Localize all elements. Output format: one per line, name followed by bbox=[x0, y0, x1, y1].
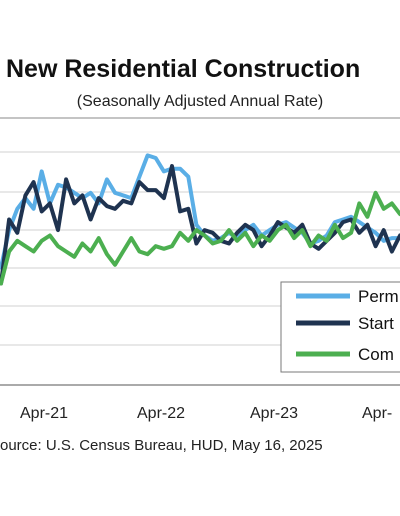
plot-frame bbox=[0, 117, 400, 386]
legend-label: Perm bbox=[358, 287, 399, 306]
chart-title: New Residential Construction bbox=[6, 55, 361, 83]
series-lines bbox=[0, 153, 400, 286]
source-note: ource: U.S. Census Bureau, HUD, May 16, … bbox=[0, 437, 323, 454]
x-tick-label: Apr-21 bbox=[20, 405, 68, 422]
x-tick-label: Apr-23 bbox=[250, 405, 298, 422]
legend: Perm Start Com bbox=[280, 281, 400, 373]
legend-label: Com bbox=[358, 345, 394, 364]
series-line-start bbox=[0, 164, 400, 286]
chart-subtitle: (Seasonally Adjusted Annual Rate) bbox=[76, 93, 324, 110]
x-axis-ticks: Apr-21 Apr-22 Apr-23 Apr- bbox=[20, 405, 392, 422]
x-tick-label: Apr-22 bbox=[137, 405, 185, 422]
series-line-com bbox=[0, 190, 400, 286]
legend-label: Start bbox=[358, 314, 394, 333]
x-tick-label: Apr- bbox=[362, 405, 392, 422]
